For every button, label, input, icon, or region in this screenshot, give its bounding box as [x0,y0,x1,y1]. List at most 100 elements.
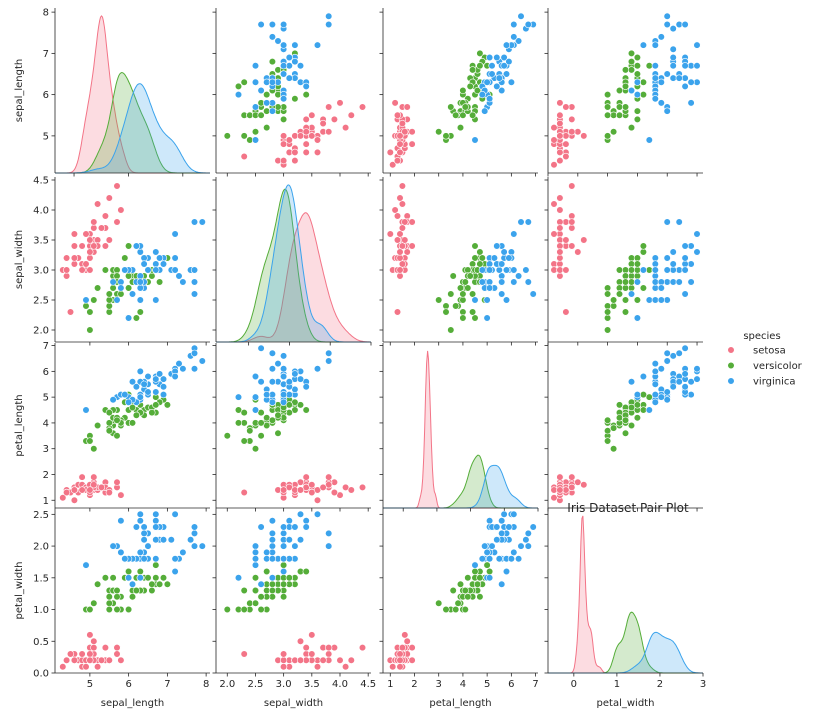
point-setosa-32 [550,123,558,132]
point-setosa-36 [308,111,316,119]
point-setosa-44 [568,128,576,136]
point-virginica-40 [687,378,695,386]
point-virginica-44 [296,510,305,518]
point-virginica-7 [514,37,523,45]
legend-label-setosa: setosa [753,346,786,357]
point-virginica-18 [190,290,199,298]
point-versicolor-30 [609,302,618,310]
point-virginica-14 [687,391,695,399]
y-axis-label-sepal_width: sepal_width [14,230,25,289]
point-setosa-14 [391,206,399,214]
point-versicolor-40 [105,290,113,298]
kde-fill-virginica-petal_width [548,632,703,673]
point-setosa-34 [82,260,90,268]
point-setosa-18 [403,103,411,111]
point-setosa-43 [580,236,588,244]
point-versicolor-3 [105,308,113,316]
point-versicolor-36 [152,401,160,409]
point-versicolor-8 [148,586,156,595]
point-versicolor-43 [603,437,612,445]
point-virginica-42 [657,284,665,292]
legend-label-versicolor: versicolor [753,361,803,372]
point-setosa-48 [97,656,106,664]
point-versicolor-43 [240,437,248,445]
point-setosa-16 [393,212,402,220]
legend-entries: setosa versicolor virginica [727,346,803,388]
point-versicolor-29 [113,432,121,440]
point-setosa-45 [562,486,570,494]
point-setosa-48 [556,119,564,128]
point-virginica-47 [663,266,671,274]
point-versicolor-27 [645,62,653,70]
point-versicolor-35 [639,90,648,99]
point-setosa-45 [280,486,288,494]
point-setosa-15 [568,182,576,190]
point-setosa-43 [580,132,588,140]
point-setosa-48 [319,483,327,492]
point-virginica-42 [263,99,271,107]
point-virginica-47 [144,542,152,550]
point-virginica-35 [510,20,518,29]
point-setosa-41 [240,488,248,497]
point-setosa-41 [66,308,75,316]
point-versicolor-10 [223,605,231,614]
point-setosa-47 [396,148,404,156]
point-versicolor-34 [101,574,109,582]
point-virginica-9 [313,41,322,49]
point-setosa-27 [93,236,102,244]
point-versicolor-42 [257,593,265,601]
point-versicolor-42 [257,419,265,427]
point-virginica-6 [251,561,260,569]
point-versicolor-12 [459,314,467,322]
point-versicolor-36 [633,62,642,70]
point-versicolor-49 [461,586,469,595]
point-versicolor-9 [93,421,102,430]
y-tick-label: 4.5 [33,176,49,187]
point-virginica-34 [257,378,265,386]
point-virginica-42 [486,284,494,292]
point-virginica-0 [136,248,144,256]
point-versicolor-31 [105,302,113,310]
point-setosa-14 [117,656,125,664]
y-tick-label: 7 [43,49,49,60]
point-versicolor-11 [464,574,472,582]
point-setosa-6 [70,242,78,250]
point-versicolor-39 [105,419,113,427]
point-virginica-43 [681,254,689,262]
point-virginica-40 [498,517,506,525]
point-versicolor-40 [105,409,113,417]
panel-petal_length-vs-petal_width [544,343,703,512]
point-versicolor-47 [621,272,630,280]
point-setosa-23 [296,637,305,645]
point-setosa-49 [86,656,94,664]
point-virginica-21 [663,396,671,404]
point-versicolor-21 [459,86,467,95]
point-virginica-33 [633,391,642,399]
point-versicolor-48 [251,445,260,453]
point-virginica-34 [498,290,506,298]
point-virginica-28 [669,74,677,82]
point-setosa-49 [296,132,305,140]
point-virginica-15 [140,254,148,262]
point-virginica-30 [179,548,187,557]
point-virginica-21 [109,278,117,286]
point-versicolor-42 [117,290,125,298]
point-virginica-30 [657,365,665,373]
point-virginica-24 [669,248,677,256]
point-virginica-47 [488,70,496,78]
point-virginica-13 [251,542,260,550]
point-setosa-36 [556,111,564,119]
point-virginica-30 [268,365,277,373]
point-versicolor-9 [456,123,465,132]
point-virginica-37 [651,380,659,388]
point-versicolor-20 [478,254,486,262]
x-tick-label: 5 [484,679,490,690]
point-versicolor-45 [464,266,472,274]
point-virginica-29 [639,41,648,49]
point-setosa-33 [105,194,113,202]
point-virginica-5 [522,536,530,544]
point-setosa-49 [296,486,305,494]
point-setosa-48 [556,224,564,232]
point-setosa-13 [389,663,397,671]
point-virginica-34 [498,86,506,95]
